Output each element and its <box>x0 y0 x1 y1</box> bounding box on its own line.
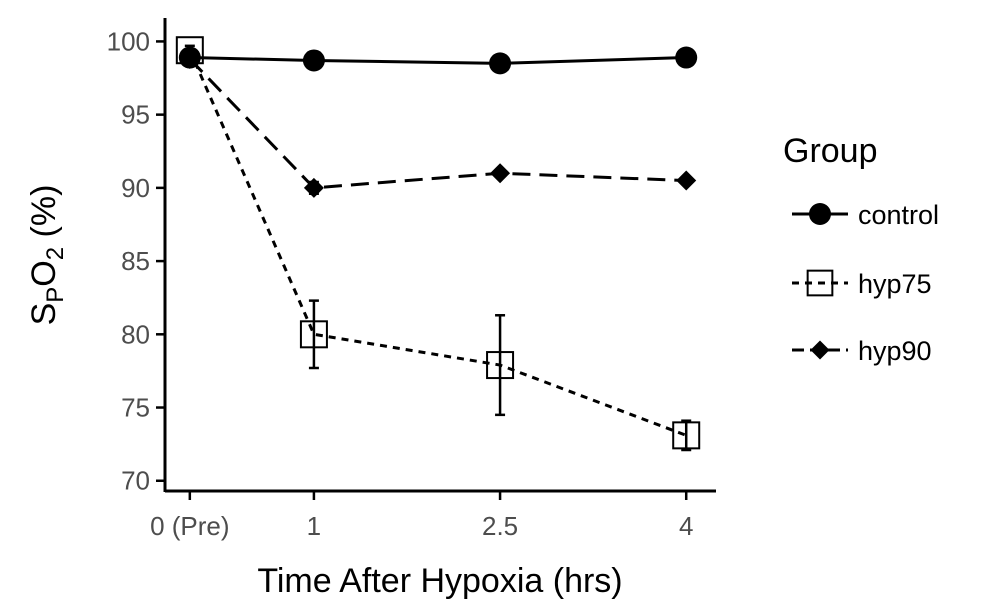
y-axis-title-sub2: 2 <box>42 247 69 260</box>
legend-marker-control <box>809 203 831 225</box>
y-tick-label: 75 <box>121 393 150 423</box>
legend: Group control hyp75 hyp90 <box>783 132 939 366</box>
y-tick-label: 70 <box>121 466 150 496</box>
legend-label-hyp90: hyp90 <box>858 336 932 366</box>
x-tick-label: 2.5 <box>482 511 518 541</box>
series-control <box>178 46 698 75</box>
data-point-control <box>178 46 201 69</box>
legend-item-hyp75: hyp75 <box>792 269 932 299</box>
y-tick-label: 100 <box>107 26 150 56</box>
data-point-hyp90 <box>303 177 324 198</box>
y-tick-label: 90 <box>121 173 150 203</box>
series-line-hyp90 <box>188 57 687 190</box>
legend-marker-hyp75 <box>806 269 834 297</box>
legend-item-control: control <box>792 200 939 230</box>
y-axis-title: SPO2 (%) <box>25 185 69 326</box>
x-tick-label: 1 <box>307 511 321 541</box>
x-axis-title: Time After Hypoxia (hrs) <box>257 562 622 600</box>
legend-marker-hyp90 <box>810 340 830 360</box>
legend-item-hyp90: hyp90 <box>792 336 932 366</box>
series-hyp75 <box>175 36 701 452</box>
data-point-control <box>675 46 698 69</box>
series-layer <box>175 36 701 452</box>
data-point-hyp90 <box>676 170 697 191</box>
y-axis-title-tail: (%) <box>25 185 63 247</box>
x-ticks: 0 (Pre) 1 2.5 4 <box>150 491 693 541</box>
series-hyp90 <box>179 49 697 198</box>
series-line-hyp75 <box>188 49 687 437</box>
axes <box>163 18 716 493</box>
data-point-hyp75 <box>299 320 328 349</box>
y-axis-title-sub1: P <box>42 287 69 303</box>
y-ticks: 70 75 80 85 90 95 100 <box>107 26 165 496</box>
legend-label-control: control <box>858 200 939 230</box>
y-tick-label: 95 <box>121 100 150 130</box>
data-point-control <box>489 52 512 75</box>
data-point-hyp90 <box>490 163 511 184</box>
y-axis-title-mid: O <box>25 260 63 286</box>
series-line-control <box>189 56 687 65</box>
x-tick-label: 4 <box>679 511 693 541</box>
legend-label-hyp75: hyp75 <box>858 269 932 299</box>
data-point-hyp75 <box>672 421 701 450</box>
y-tick-label: 80 <box>121 319 150 349</box>
data-point-control <box>302 49 325 72</box>
data-point-hyp75 <box>486 351 515 380</box>
x-tick-label: 0 (Pre) <box>150 511 229 541</box>
legend-title: Group <box>783 132 878 170</box>
y-tick-label: 85 <box>121 246 150 276</box>
